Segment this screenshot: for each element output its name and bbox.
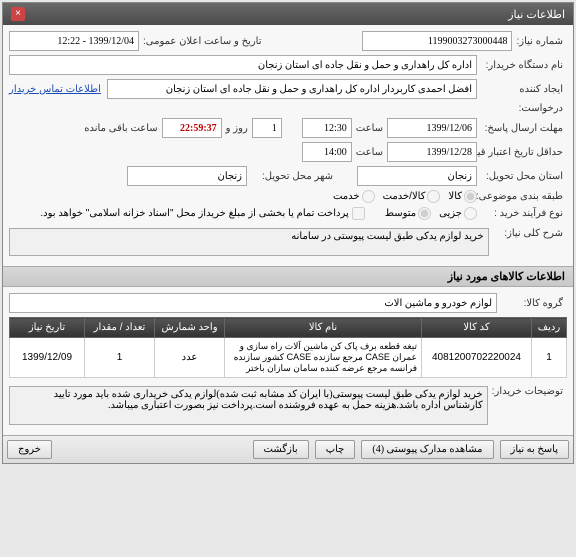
buyer-org-field <box>9 55 477 75</box>
radio-service[interactable]: خدمت <box>333 190 375 203</box>
radio-goods-service[interactable]: کالا/خدمت <box>383 190 441 203</box>
budget-type-group: کالا کالا/خدمت خدمت <box>333 190 477 203</box>
th-code: کد کالا <box>422 318 532 338</box>
cell-code: 4081200702220024 <box>422 338 532 378</box>
answer-time-field <box>302 118 352 138</box>
cell-unit: عدد <box>155 338 225 378</box>
panel-body: شماره نیاز: تاریخ و ساعت اعلان عمومی: نا… <box>3 25 573 266</box>
close-icon[interactable]: × <box>11 7 25 21</box>
radio-low[interactable]: جزیی <box>439 207 477 220</box>
back-button[interactable]: بازگشت <box>253 440 309 459</box>
delivery-city-field <box>127 166 247 186</box>
label-price-validity: حداقل تاریخ اعتبار قیمت: تا تاریخ: <box>477 147 567 158</box>
price-time-field <box>302 142 352 162</box>
print-button[interactable]: چاپ <box>315 440 356 459</box>
price-date-field <box>387 142 477 162</box>
pub-datetime-field <box>9 31 139 51</box>
creator-field <box>107 79 477 99</box>
need-info-panel: اطلاعات نیاز × شماره نیاز: تاریخ و ساعت … <box>2 2 574 464</box>
days-remain-field <box>252 118 282 138</box>
countdown-field <box>162 118 222 138</box>
partial-pay-check[interactable]: پرداخت تمام یا بخشی از مبلغ خریداز محل "… <box>40 207 364 220</box>
contact-info-link[interactable]: اطلاعات تماس خریدار <box>9 84 101 95</box>
buyer-notes-field: خرید لوازم یدکی طبق لیست پیوستی(با ایران… <box>9 386 488 425</box>
label-request: درخواست: <box>477 103 567 114</box>
cell-qty: 1 <box>85 338 155 378</box>
table-row[interactable]: 14081200702220024تیغه قطعه برف پاک کن ما… <box>10 338 567 378</box>
delivery-state-field <box>357 166 477 186</box>
label-hour-2: ساعت <box>352 147 387 158</box>
label-need-no: شماره نیاز: <box>512 36 567 47</box>
cell-need_date: 1399/12/09 <box>10 338 85 378</box>
label-day-and: روز و <box>222 123 252 134</box>
radio-mid[interactable]: متوسط <box>385 207 431 220</box>
th-row: ردیف <box>532 318 567 338</box>
label-answer-deadline: مهلت ارسال پاسخ: <box>477 123 567 134</box>
radio-goods[interactable]: کالا <box>448 190 477 203</box>
attachments-button[interactable]: مشاهده مدارک پیوستی (4) <box>361 440 493 459</box>
label-goods-group: گروه کالا: <box>497 298 567 309</box>
label-delivery-state: استان محل تحویل: <box>477 171 567 182</box>
cell-name: تیغه قطعه برف پاک کن ماشین آلات راه سازی… <box>225 338 422 378</box>
need-desc-field: خرید لوازم یدکی طبق لیست پیوستی در سامان… <box>9 228 489 256</box>
th-need-date: تاریخ نیاز <box>10 318 85 338</box>
goods-table: ردیف کد کالا نام کالا واحد شمارش تعداد /… <box>9 317 567 378</box>
answer-need-button[interactable]: پاسخ به نیاز <box>500 440 570 459</box>
label-buyer-notes: توضیحات خریدار: <box>488 386 567 397</box>
label-hours-remain: ساعت باقی مانده <box>80 123 161 134</box>
purchase-type-group: جزیی متوسط <box>385 207 477 220</box>
label-pub-datetime: تاریخ و ساعت اعلان عمومی: <box>139 36 266 47</box>
label-delivery-city: شهر محل تحویل: <box>247 171 337 182</box>
label-buyer-org: نام دستگاه خریدار: <box>477 60 567 71</box>
label-purchase-type: نوع فرآیند خرید : <box>477 208 567 219</box>
cell-row: 1 <box>532 338 567 378</box>
label-budget-type: طبقه بندی موضوعی: <box>477 191 567 202</box>
goods-section-title: اطلاعات کالاهای مورد نیاز <box>3 266 573 287</box>
goods-group-field <box>9 293 497 313</box>
footer-bar: پاسخ به نیاز مشاهده مدارک پیوستی (4) چاپ… <box>3 435 573 463</box>
th-qty: تعداد / مقدار <box>85 318 155 338</box>
label-hour-1: ساعت <box>352 123 387 134</box>
th-name: نام کالا <box>225 318 422 338</box>
label-creator: ایجاد کننده <box>477 84 567 95</box>
label-need-desc: شرح کلی نیاز: <box>489 228 567 239</box>
panel-title: اطلاعات نیاز <box>508 8 565 21</box>
answer-date-field <box>387 118 477 138</box>
th-unit: واحد شمارش <box>155 318 225 338</box>
need-no-field <box>362 31 512 51</box>
table-header-row: ردیف کد کالا نام کالا واحد شمارش تعداد /… <box>10 318 567 338</box>
panel-header: اطلاعات نیاز × <box>3 3 573 25</box>
exit-button[interactable]: خروج <box>7 440 52 459</box>
